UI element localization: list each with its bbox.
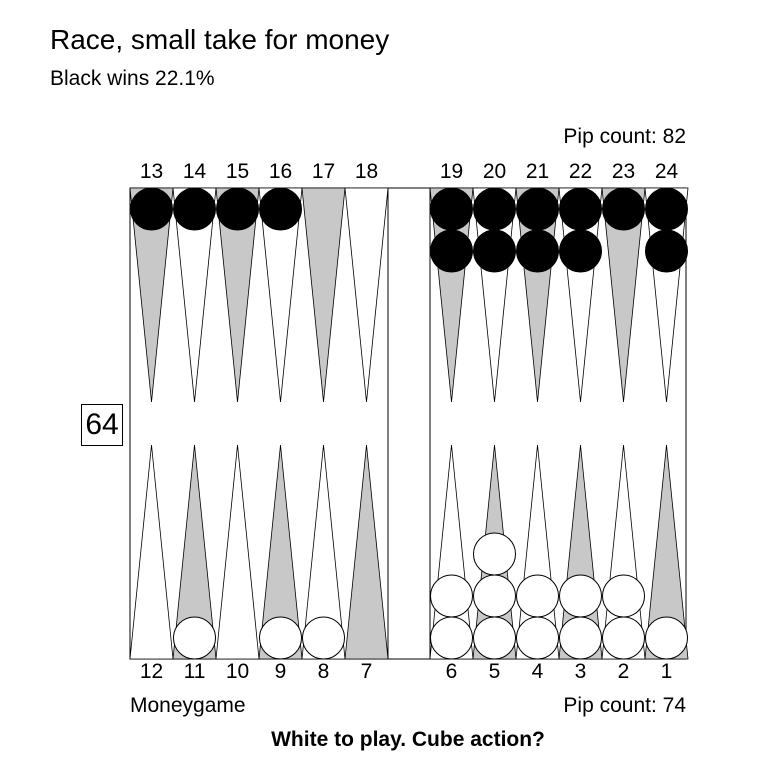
black-checker (216, 187, 259, 231)
point-label-10: 10 (225, 660, 250, 683)
point-label-18: 18 (354, 160, 379, 183)
black-checker (645, 229, 688, 273)
point-7 (344, 444, 389, 660)
point-label-22: 22 (568, 160, 593, 183)
black-checker (430, 229, 473, 273)
point-label-20: 20 (482, 160, 507, 183)
white-checker (516, 616, 559, 660)
black-checker (559, 187, 602, 231)
white-checker (473, 574, 516, 618)
black-checker (473, 229, 516, 273)
point-label-15: 15 (225, 160, 250, 183)
point-label-19: 19 (439, 160, 464, 183)
black-checker (259, 187, 302, 231)
black-checker (516, 229, 559, 273)
white-checker (516, 574, 559, 618)
white-checker (430, 616, 473, 660)
board-bar (387, 187, 431, 660)
point-label-23: 23 (611, 160, 636, 183)
white-checker (259, 616, 302, 660)
win-probability: Black wins 22.1% (50, 67, 215, 90)
point-label-21: 21 (525, 160, 550, 183)
black-checker (173, 187, 216, 231)
play-prompt: White to play. Cube action? (271, 728, 545, 751)
point-label-5: 5 (488, 660, 501, 683)
black-checker (602, 187, 645, 231)
black-checker (559, 229, 602, 273)
black-checker (430, 187, 473, 231)
point-17 (301, 187, 346, 403)
point-label-6: 6 (445, 660, 458, 683)
point-label-8: 8 (317, 660, 330, 683)
point-label-9: 9 (274, 660, 287, 683)
point-label-14: 14 (182, 160, 207, 183)
white-checker (602, 574, 645, 618)
page-title: Race, small take for money (50, 24, 390, 55)
point-label-11: 11 (183, 660, 206, 683)
point-label-17: 17 (311, 160, 336, 183)
point-label-2: 2 (617, 660, 630, 683)
white-checker (559, 616, 602, 660)
black-checker (473, 187, 516, 231)
white-checker (430, 574, 473, 618)
point-label-4: 4 (531, 660, 544, 683)
white-checker (602, 616, 645, 660)
white-checker (473, 616, 516, 660)
doubling-cube[interactable]: 64 (81, 404, 123, 446)
point-label-24: 24 (654, 160, 679, 183)
point-10 (215, 444, 260, 660)
black-checker (130, 187, 173, 231)
pip-count-black: Pip count: 82 (563, 125, 686, 148)
point-18 (344, 187, 389, 403)
point-label-1: 1 (660, 660, 673, 683)
point-label-7: 7 (360, 660, 373, 683)
point-label-13: 13 (139, 160, 164, 183)
point-label-16: 16 (268, 160, 293, 183)
point-label-12: 12 (139, 660, 164, 683)
pip-count-white: Pip count: 74 (563, 694, 686, 717)
black-checker (645, 187, 688, 231)
white-checker (559, 574, 602, 618)
white-checker (473, 532, 516, 576)
black-checker (516, 187, 559, 231)
point-label-3: 3 (574, 660, 587, 683)
white-checker (173, 616, 216, 660)
match-type: Moneygame (130, 694, 246, 717)
white-checker (645, 616, 688, 660)
point-12 (129, 444, 174, 660)
white-checker (302, 616, 345, 660)
